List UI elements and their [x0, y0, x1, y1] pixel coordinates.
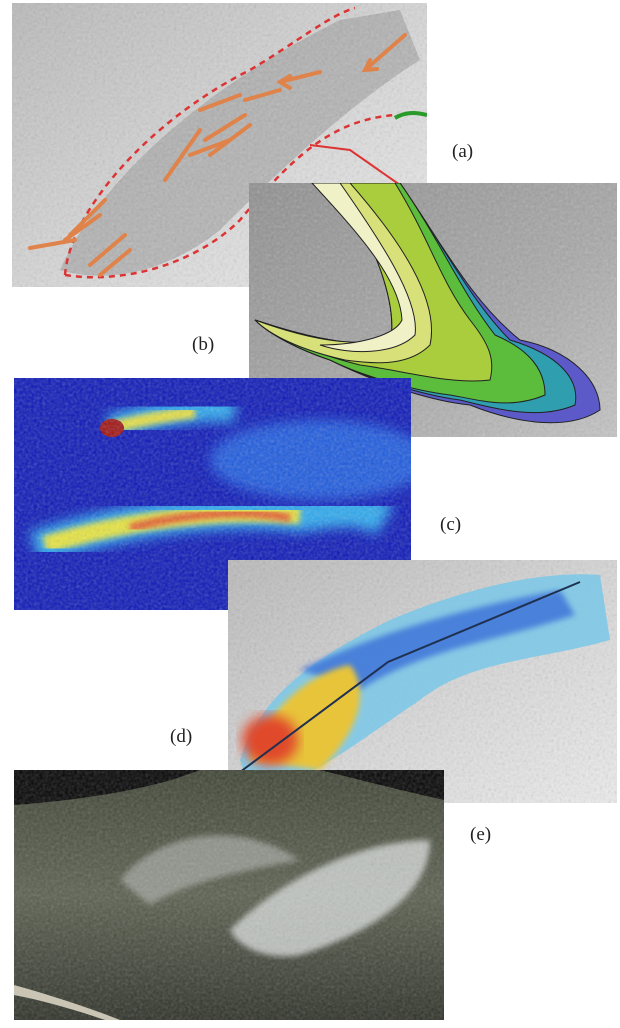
panel-d — [228, 560, 617, 803]
page: (a) (b) (c) (d) — [0, 0, 620, 1023]
panel-label: (d) — [170, 726, 192, 747]
panel-e — [14, 770, 444, 1020]
panel-label: (e) — [470, 824, 491, 845]
panel-label: (b) — [192, 334, 214, 355]
panel-label: (c) — [440, 514, 461, 535]
panel-label: (a) — [452, 141, 473, 162]
figure: (a) (b) (c) (d) — [0, 0, 620, 1023]
